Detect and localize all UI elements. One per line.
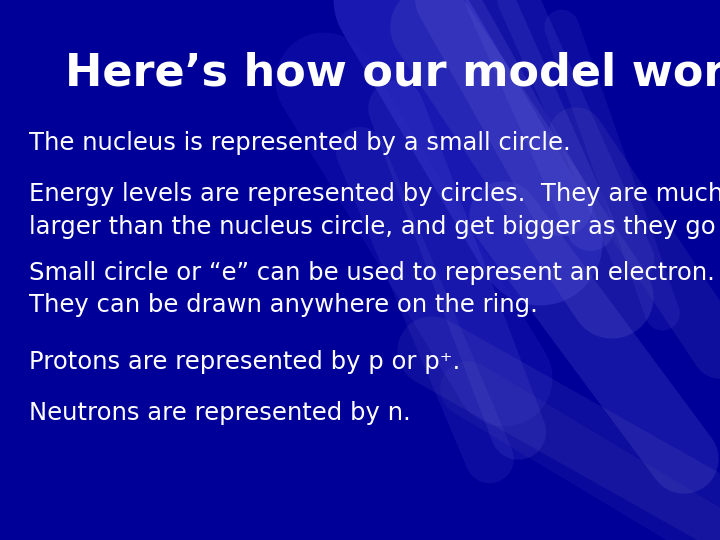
Text: The nucleus is represented by a small circle.: The nucleus is represented by a small ci…	[29, 131, 570, 155]
Text: Here’s how our model works:: Here’s how our model works:	[65, 51, 720, 94]
Text: Energy levels are represented by circles.  They are much
larger than the nucleus: Energy levels are represented by circles…	[29, 183, 720, 239]
Text: Small circle or “e” can be used to represent an electron.
They can be drawn anyw: Small circle or “e” can be used to repre…	[29, 261, 715, 317]
Text: Neutrons are represented by n.: Neutrons are represented by n.	[29, 401, 410, 425]
Text: Protons are represented by p or p⁺.: Protons are represented by p or p⁺.	[29, 350, 460, 374]
